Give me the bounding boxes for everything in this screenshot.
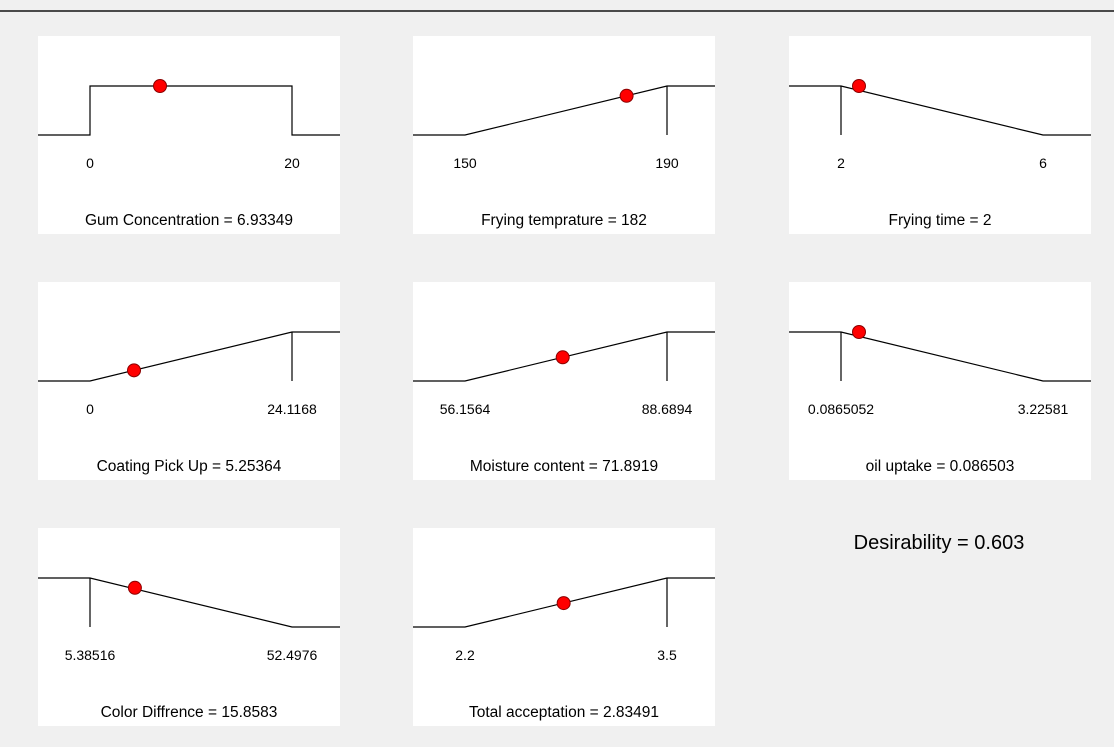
- lower-bound-label: 150: [453, 155, 477, 171]
- current-setting-marker[interactable]: [852, 79, 866, 93]
- lower-bound-label: 2: [837, 155, 845, 171]
- panel-title: Total acceptation = 2.83491: [469, 704, 659, 721]
- upper-bound-label: 20: [284, 155, 300, 171]
- panel-frying-temprature: 150 190 Frying temprature = 182: [413, 36, 715, 234]
- panel-title: Gum Concentration = 6.93349: [85, 212, 293, 229]
- panel-title: Moisture content = 71.8919: [470, 458, 658, 475]
- lower-bound-label: 0: [86, 155, 94, 171]
- panel-color-diffrence: 5.38516 52.4976 Color Diffrence = 15.8583: [38, 528, 340, 726]
- current-setting-marker[interactable]: [619, 88, 634, 103]
- panel-title: Frying time = 2: [889, 212, 992, 229]
- current-setting-marker[interactable]: [556, 596, 571, 611]
- upper-bound-label: 3.5: [657, 647, 677, 663]
- current-setting-marker[interactable]: [153, 79, 168, 93]
- panel-oil-uptake: 0.0865052 3.22581 oil uptake = 0.086503: [789, 282, 1091, 480]
- current-setting-marker[interactable]: [127, 580, 142, 595]
- desirability-ramp-line: [413, 85, 715, 136]
- lower-bound-label: 0: [86, 401, 94, 417]
- overall-desirability-label: Desirability = 0.603: [853, 532, 1025, 554]
- current-setting-marker[interactable]: [852, 325, 866, 339]
- panel-coating-pick-up: 0 24.1168 Coating Pick Up = 5.25364: [38, 282, 340, 480]
- upper-bound-label: 3.22581: [1018, 401, 1069, 417]
- panel-title: Color Diffrence = 15.8583: [101, 704, 278, 721]
- upper-bound-label: 52.4976: [267, 647, 318, 663]
- desirability-ramp-line: [38, 85, 340, 136]
- upper-bound-label: 24.1168: [267, 401, 317, 417]
- lower-bound-label: 56.1564: [440, 401, 491, 417]
- current-setting-marker[interactable]: [127, 363, 142, 378]
- upper-bound-label: 190: [655, 155, 679, 171]
- lower-bound-label: 5.38516: [65, 647, 116, 663]
- panel-moisture-content: 56.1564 88.6894 Moisture content = 71.8919: [413, 282, 715, 480]
- panel-title: Coating Pick Up = 5.25364: [97, 458, 282, 475]
- desirability-ramp-line: [38, 331, 340, 382]
- desirability-ramp-line: [789, 331, 1091, 382]
- desirability-ramp-line: [789, 85, 1091, 136]
- top-divider: [0, 10, 1114, 12]
- desirability-ramp-line: [38, 577, 340, 628]
- panel-gum-concentration: 0 20 Gum Concentration = 6.93349: [38, 36, 340, 234]
- upper-bound-label: 6: [1039, 155, 1047, 171]
- lower-bound-label: 0.0865052: [808, 401, 874, 417]
- panel-title: Frying temprature = 182: [481, 212, 647, 229]
- panel-title: oil uptake = 0.086503: [866, 458, 1015, 475]
- current-setting-marker[interactable]: [555, 350, 570, 365]
- panel-frying-time: 2 6 Frying time = 2: [789, 36, 1091, 234]
- lower-bound-label: 2.2: [455, 647, 475, 663]
- panel-total-acceptation: 2.2 3.5 Total acceptation = 2.83491: [413, 528, 715, 726]
- upper-bound-label: 88.6894: [642, 401, 693, 417]
